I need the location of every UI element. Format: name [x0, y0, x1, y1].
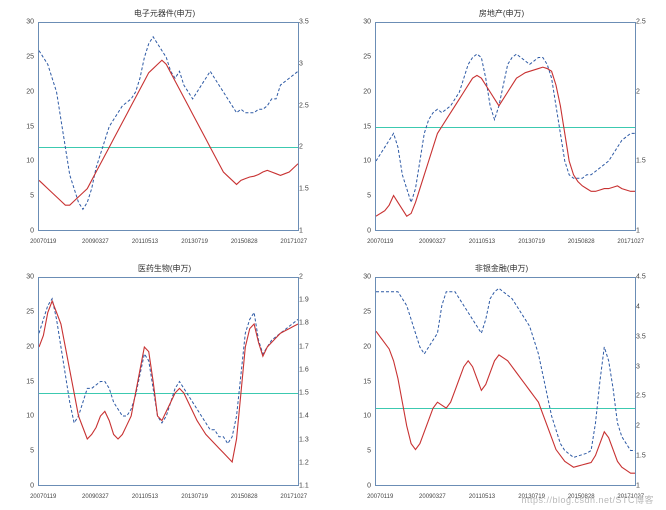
panel-0: 电子元器件(申万)05101520253011.522.533.52007011…	[10, 10, 319, 245]
panel-title: 非银金融(申万)	[347, 263, 656, 274]
series-svg	[39, 23, 298, 230]
panel-title: 医药生物(申万)	[10, 263, 319, 274]
y-left-ticks: 051015202530	[10, 277, 36, 486]
y-left-ticks: 051015202530	[347, 277, 373, 486]
plot-area	[38, 22, 299, 231]
y-right-ticks: 11.522.533.5	[299, 22, 325, 231]
series-blue	[376, 288, 635, 457]
plot-area	[375, 22, 636, 231]
series-blue	[376, 54, 635, 202]
chart-grid: 电子元器件(申万)05101520253011.522.533.52007011…	[10, 10, 656, 500]
x-ticks: 2007011920090327201105132013071920150828…	[375, 233, 636, 245]
y-right-ticks: 11.522.5	[636, 22, 662, 231]
watermark: https://blog.csdn.net/STC博客	[521, 493, 654, 506]
panel-title: 电子元器件(申万)	[10, 8, 319, 19]
y-left-ticks: 051015202530	[10, 22, 36, 231]
y-left-ticks: 051015202530	[347, 22, 373, 231]
x-ticks: 2007011920090327201105132013071920150828…	[38, 488, 299, 500]
series-blue	[39, 299, 298, 444]
panel-title: 房地产(申万)	[347, 8, 656, 19]
series-svg	[376, 23, 635, 230]
x-ticks: 2007011920090327201105132013071920150828…	[38, 233, 299, 245]
panel-3: 非银金融(申万)05101520253011.522.533.544.52007…	[347, 265, 656, 500]
series-red	[376, 331, 635, 473]
plot-area	[38, 277, 299, 486]
series-red	[39, 301, 298, 462]
panel-2: 医药生物(申万)0510152025301.11.21.31.41.51.61.…	[10, 265, 319, 500]
panel-1: 房地产(申万)05101520253011.522.52007011920090…	[347, 10, 656, 245]
series-blue	[39, 37, 298, 209]
series-svg	[376, 278, 635, 485]
plot-area	[375, 277, 636, 486]
y-right-ticks: 11.522.533.544.5	[636, 277, 662, 486]
series-red	[376, 67, 635, 216]
y-right-ticks: 1.11.21.31.41.51.61.71.81.92	[299, 277, 325, 486]
series-svg	[39, 278, 298, 485]
series-red	[39, 60, 298, 205]
